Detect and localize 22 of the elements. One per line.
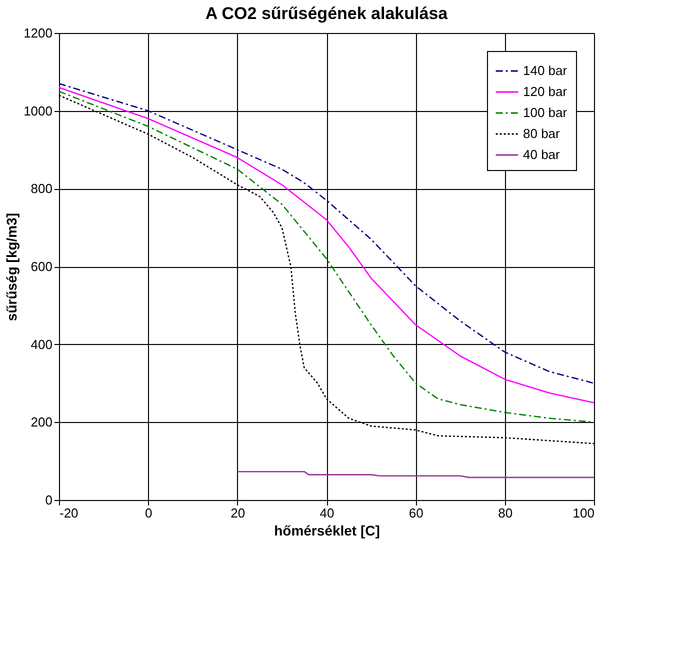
x-tick-label: 100 [572, 506, 594, 520]
y-tick-label: 1200 [24, 26, 52, 40]
legend-label: 80 bar [523, 126, 561, 141]
y-tick-label: 600 [30, 259, 52, 274]
y-tick-label: 0 [45, 492, 52, 508]
y-tick-label: 400 [30, 336, 52, 352]
legend-label: 140 bar [523, 63, 568, 78]
y-axis-title: sűrűség [kg/m3] [4, 212, 20, 322]
x-tick-label: 20 [230, 506, 246, 520]
x-tick-label: 40 [320, 506, 334, 520]
y-tick-label: 200 [30, 414, 52, 430]
legend-label: 100 bar [523, 105, 568, 120]
x-tick-label: 60 [408, 506, 424, 520]
y-tick-label: 1000 [24, 103, 52, 118]
x-tick-label: 80 [498, 506, 513, 520]
x-axis-title: hőmérséklet [C] [274, 522, 380, 538]
x-tick-label: -20 [60, 506, 78, 520]
x-tick-label: 0 [145, 506, 152, 520]
legend-label: 40 bar [523, 147, 561, 162]
y-tick-label: 800 [30, 181, 52, 196]
legend-label: 120 bar [523, 84, 568, 99]
chart-title: A CO2 sűrűségének alakulása [205, 4, 448, 23]
